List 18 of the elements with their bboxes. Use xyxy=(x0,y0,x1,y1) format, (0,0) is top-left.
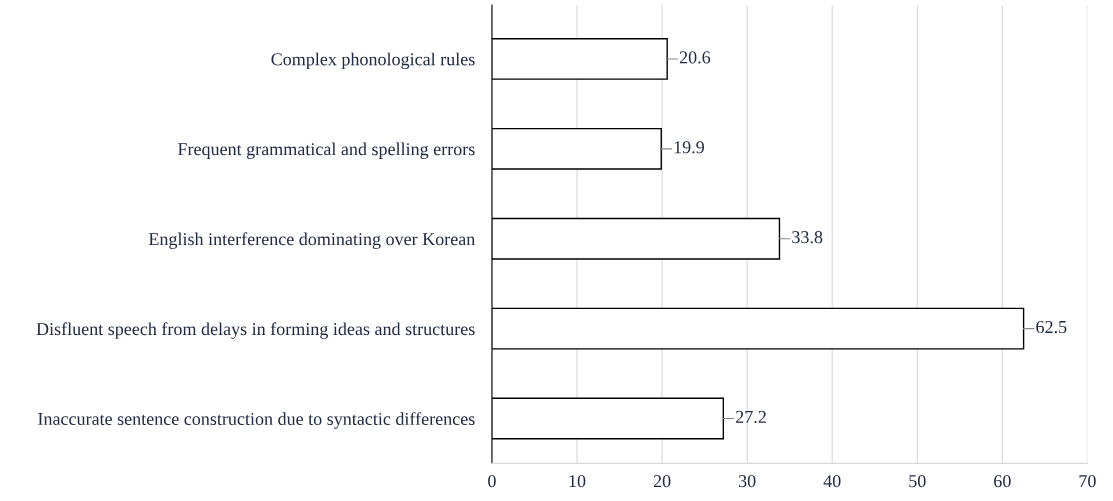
y-tick-label: Disfluent speech from delays in forming ideas and structures xyxy=(36,322,475,339)
x-tick-label: 30 xyxy=(738,475,756,488)
data-label: 20.6 xyxy=(679,51,711,64)
x-tick-label: 20 xyxy=(653,475,671,488)
x-tick-label: 50 xyxy=(909,475,926,488)
x-tick-label: 10 xyxy=(569,475,586,488)
x-tick-label: 0 xyxy=(488,475,496,488)
y-tick-label: Complex phonological rules xyxy=(271,52,475,70)
x-tick-label: 60 xyxy=(994,475,1011,488)
data-label: 27.2 xyxy=(736,410,766,424)
y-tick-label: English interference dominating over Korean xyxy=(148,232,475,249)
y-tick-label: Frequent grammatical and spelling errors xyxy=(177,142,475,159)
y-tick-label: Inaccurate sentence construction due to syntactic differences xyxy=(38,412,475,429)
data-label: 19.9 xyxy=(674,141,704,154)
data-label: 33.8 xyxy=(792,231,823,244)
x-tick-label: 70 xyxy=(1079,475,1096,488)
data-label: 62.5 xyxy=(1036,320,1067,334)
x-tick-label: 40 xyxy=(823,475,841,488)
